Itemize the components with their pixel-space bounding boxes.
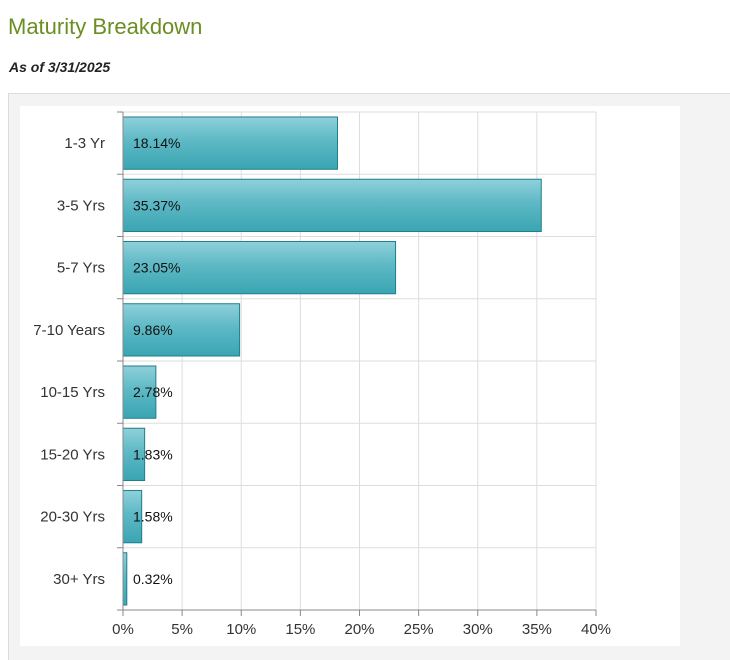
data-label: 9.86% — [133, 322, 173, 338]
x-tick-label: 15% — [285, 621, 315, 638]
category-label: 20-30 Yrs — [40, 509, 105, 526]
page-title: Maturity Breakdown — [8, 14, 203, 39]
bar — [122, 178, 542, 233]
category-label: 10-15 Yrs — [40, 384, 105, 401]
data-label: 18.14% — [133, 135, 180, 151]
data-label: 35.37% — [133, 197, 180, 213]
category-label: 7-10 Years — [33, 322, 105, 339]
data-label: 0.32% — [133, 571, 173, 587]
bar — [122, 240, 397, 295]
bar — [122, 303, 241, 357]
x-tick-label: 25% — [404, 621, 434, 638]
as-of-date: As of 3/31/2025 — [9, 59, 111, 75]
chart-card: 1-3 Yr 18.14% 3-5 Yrs 35.37% 5-7 Yrs 23.05% 7-… — [20, 106, 680, 646]
maturity-bar-chart: 1-3 Yr 18.14% 3-5 Yrs 35.37% 5-7 Yrs 23.05% 7-… — [33, 111, 611, 638]
x-tick-label: 35% — [522, 621, 552, 638]
bar — [122, 365, 157, 419]
category-label: 5-7 Yrs — [57, 260, 105, 277]
data-label: 1.58% — [133, 509, 173, 525]
bar — [122, 552, 128, 606]
category-label: 1-3 Yr — [64, 135, 105, 152]
bar — [122, 116, 339, 170]
x-tick-label: 20% — [344, 621, 374, 638]
x-tick-label: 5% — [171, 621, 193, 638]
category-label: 3-5 Yrs — [57, 197, 105, 214]
x-tick-label: 10% — [226, 621, 256, 638]
x-tick-label: 40% — [581, 621, 611, 638]
data-label: 2.78% — [133, 384, 173, 400]
data-label: 1.83% — [133, 446, 173, 462]
x-tick-label: 30% — [463, 621, 493, 638]
data-label: 23.05% — [133, 260, 180, 276]
category-label: 15-20 Yrs — [40, 446, 105, 463]
category-label: 30+ Yrs — [53, 571, 105, 588]
x-tick-label: 0% — [112, 621, 134, 638]
